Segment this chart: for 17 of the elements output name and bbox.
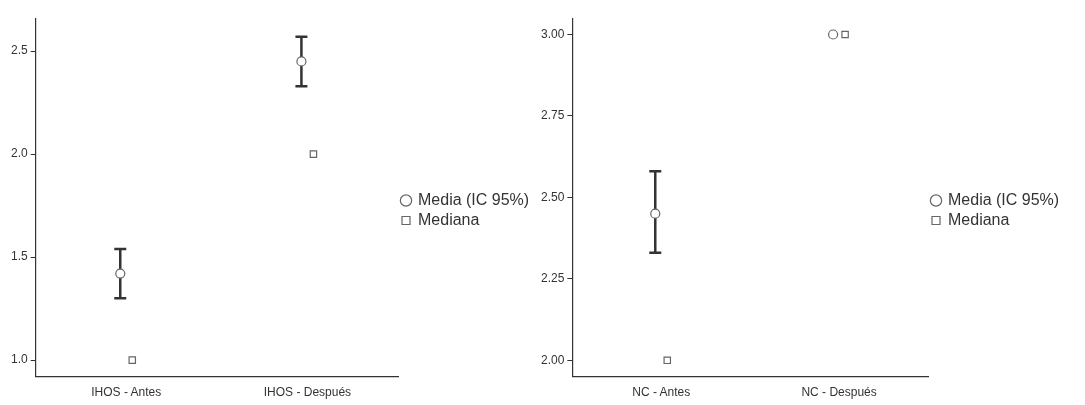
y-tick-label: 2.25: [541, 271, 565, 286]
y-tick-label: 2.0: [10, 146, 28, 161]
legend-label: Media (IC 95%): [418, 190, 530, 208]
legend-label: Media (IC 95%): [948, 190, 1060, 208]
y-tick-label: 2.5: [10, 43, 28, 58]
x-tick-label: IHOS - Después: [263, 385, 352, 400]
y-tick-label: 1.0: [10, 352, 28, 367]
x-tick-label: NC - Antes: [632, 385, 691, 400]
x-tick-label: NC - Después: [801, 385, 877, 400]
y-tick-label: 2.75: [541, 108, 565, 123]
x-tick-label: IHOS - Antes: [91, 385, 162, 400]
y-tick-label: 3.00: [541, 26, 565, 41]
y-tick-label: 2.50: [541, 189, 565, 204]
legend-label: Mediana: [948, 210, 1010, 228]
y-tick-label: 1.5: [10, 249, 28, 264]
legend-label: Mediana: [418, 210, 480, 228]
y-tick-label: 2.00: [541, 352, 565, 367]
